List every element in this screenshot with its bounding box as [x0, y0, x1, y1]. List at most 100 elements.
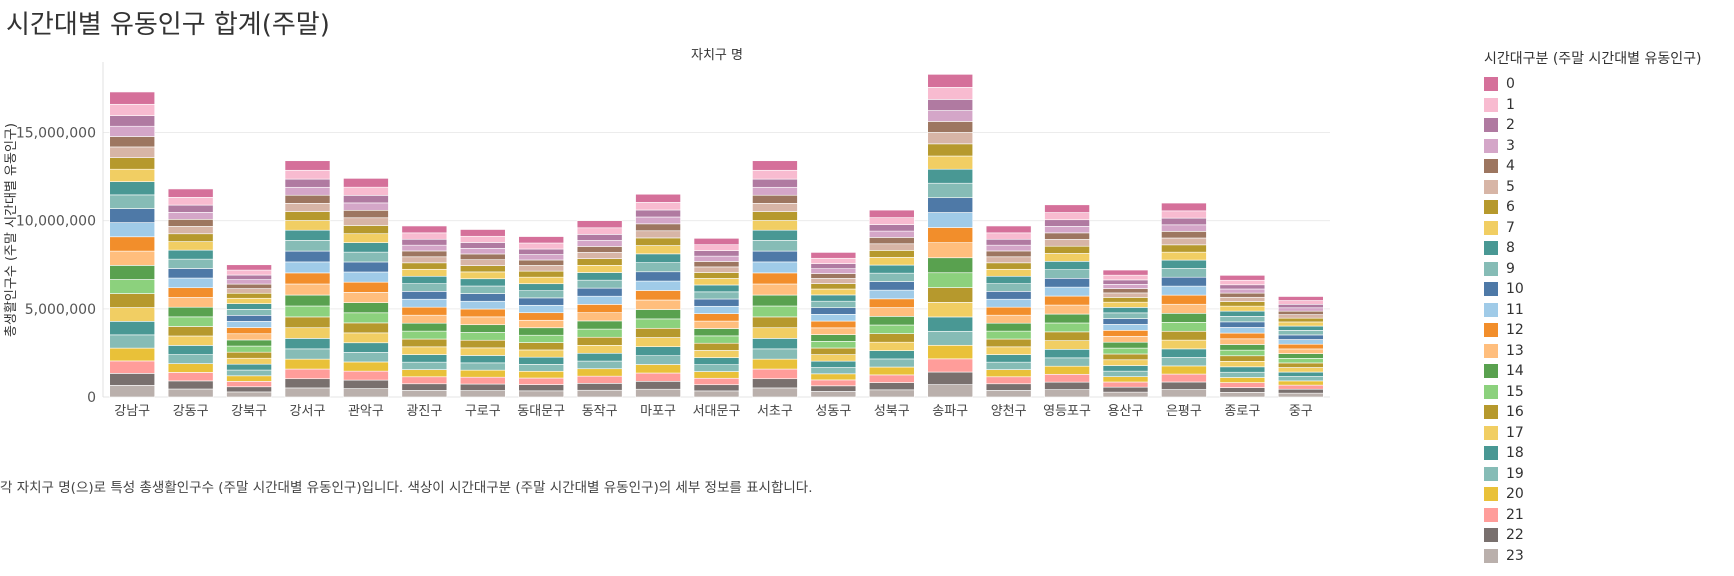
- legend-item[interactable]: 10: [1484, 279, 1734, 300]
- bar-segment[interactable]: [401, 306, 448, 316]
- bar-segment[interactable]: [1044, 204, 1090, 213]
- bar-segment[interactable]: [343, 209, 389, 219]
- bar-segment[interactable]: [1102, 335, 1149, 343]
- bar-segment[interactable]: [226, 303, 272, 310]
- bar-segment[interactable]: [927, 121, 974, 133]
- bar-segment[interactable]: [518, 377, 565, 385]
- bar-segment[interactable]: [752, 220, 798, 231]
- bar-segment[interactable]: [985, 306, 1032, 316]
- bar-segment[interactable]: [284, 294, 331, 307]
- bar-segment[interactable]: [284, 338, 331, 350]
- legend-item[interactable]: 0: [1484, 74, 1734, 95]
- bar-segment[interactable]: [1161, 313, 1207, 323]
- bar-segment[interactable]: [1102, 341, 1149, 349]
- bar-segment[interactable]: [1161, 224, 1207, 232]
- bar-segment[interactable]: [868, 324, 915, 334]
- bar-segment[interactable]: [284, 160, 331, 171]
- bar-segment[interactable]: [167, 354, 214, 364]
- bar-segment[interactable]: [518, 304, 565, 314]
- bar-segment[interactable]: [343, 186, 389, 196]
- bar-segment[interactable]: [343, 195, 389, 204]
- bar-segment[interactable]: [226, 351, 272, 359]
- bar-segment[interactable]: [1277, 367, 1324, 373]
- bar-segment[interactable]: [927, 110, 974, 122]
- bar-segment[interactable]: [284, 229, 331, 241]
- bar-segment[interactable]: [1219, 301, 1266, 307]
- bar-segment[interactable]: [1044, 295, 1090, 306]
- bar-segment[interactable]: [167, 226, 214, 235]
- bar-segment[interactable]: [1044, 212, 1090, 221]
- bar-segment[interactable]: [868, 298, 915, 308]
- bar-segment[interactable]: [518, 349, 565, 358]
- bar-segment[interactable]: [401, 330, 448, 340]
- bar-segment[interactable]: [752, 348, 798, 360]
- bar-segment[interactable]: [109, 208, 156, 223]
- bar-segment[interactable]: [1219, 332, 1266, 340]
- bar-segment[interactable]: [459, 390, 506, 398]
- bar-segment[interactable]: [693, 313, 740, 322]
- bar-segment[interactable]: [635, 271, 681, 282]
- bar-segment[interactable]: [810, 354, 857, 362]
- bar-segment[interactable]: [518, 242, 565, 250]
- bar-segment[interactable]: [868, 333, 915, 343]
- bar-segment[interactable]: [1219, 327, 1266, 334]
- bar-segment[interactable]: [810, 334, 857, 342]
- bar-segment[interactable]: [1277, 371, 1324, 377]
- bar-segment[interactable]: [226, 386, 272, 393]
- bar-segment[interactable]: [1161, 251, 1207, 261]
- bar-segment[interactable]: [518, 297, 565, 306]
- legend-item[interactable]: 16: [1484, 402, 1734, 423]
- bar-segment[interactable]: [401, 338, 448, 348]
- bar-segment[interactable]: [109, 293, 156, 308]
- bar-segment[interactable]: [459, 229, 506, 237]
- bar-segment[interactable]: [1277, 296, 1324, 301]
- bar-segment[interactable]: [1161, 276, 1207, 287]
- bar-segment[interactable]: [109, 321, 156, 336]
- bar-segment[interactable]: [459, 300, 506, 310]
- bar-segment[interactable]: [1161, 357, 1207, 367]
- bar-segment[interactable]: [985, 361, 1032, 370]
- bar-segment[interactable]: [635, 309, 681, 320]
- bar-segment[interactable]: [518, 276, 565, 285]
- bar-segment[interactable]: [1219, 310, 1266, 317]
- bar-segment[interactable]: [343, 302, 389, 314]
- legend-item[interactable]: 17: [1484, 423, 1734, 444]
- bar-segment[interactable]: [576, 287, 623, 297]
- bar-segment[interactable]: [518, 312, 565, 321]
- bar-segment[interactable]: [810, 257, 857, 264]
- bar-segment[interactable]: [693, 298, 740, 307]
- bar-segment[interactable]: [167, 335, 214, 346]
- bar-segment[interactable]: [284, 211, 331, 221]
- bar-segment[interactable]: [635, 290, 681, 301]
- bar-segment[interactable]: [343, 388, 389, 398]
- bar-segment[interactable]: [576, 383, 623, 391]
- bar-segment[interactable]: [284, 316, 331, 329]
- bar-segment[interactable]: [401, 361, 448, 370]
- bar-segment[interactable]: [693, 328, 740, 337]
- bar-segment[interactable]: [1277, 362, 1324, 368]
- bar-segment[interactable]: [1277, 310, 1324, 315]
- bar-segment[interactable]: [401, 354, 448, 363]
- bar-segment[interactable]: [1044, 340, 1090, 350]
- bar-segment[interactable]: [576, 328, 623, 338]
- bar-segment[interactable]: [927, 182, 974, 199]
- bar-segment[interactable]: [109, 125, 156, 137]
- bar-segment[interactable]: [284, 283, 331, 296]
- bar-segment[interactable]: [1044, 331, 1090, 341]
- bar-segment[interactable]: [343, 217, 389, 226]
- bar-segment[interactable]: [985, 383, 1032, 391]
- bar-segment[interactable]: [1102, 307, 1149, 314]
- bar-segment[interactable]: [576, 252, 623, 259]
- bar-segment[interactable]: [459, 235, 506, 243]
- bar-segment[interactable]: [1102, 312, 1149, 319]
- bar-segment[interactable]: [1161, 365, 1207, 375]
- bar-segment[interactable]: [1277, 314, 1324, 319]
- bar-segment[interactable]: [343, 261, 389, 273]
- bar-segment[interactable]: [868, 358, 915, 368]
- bar-segment[interactable]: [1219, 338, 1266, 345]
- bar-segment[interactable]: [868, 316, 915, 326]
- bar-segment[interactable]: [635, 216, 681, 225]
- bar-segment[interactable]: [576, 352, 623, 362]
- legend-item[interactable]: 22: [1484, 525, 1734, 546]
- bar-segment[interactable]: [1102, 386, 1149, 393]
